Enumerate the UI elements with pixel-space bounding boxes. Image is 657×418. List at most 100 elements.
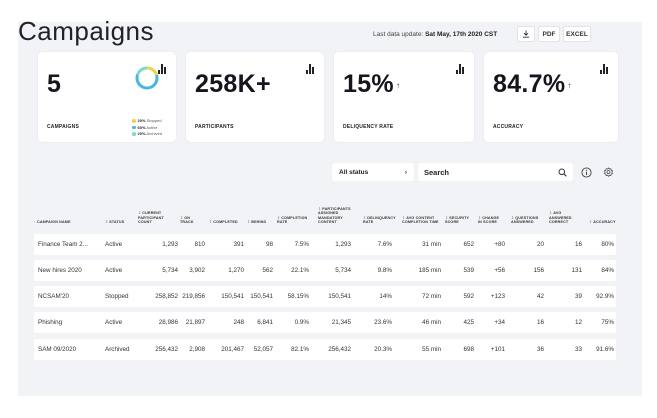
table-row[interactable]: NCSAM'20 Stopped 258,852 219,856 150,541 150,…: [34, 286, 616, 307]
column-header-questions-answered[interactable]: ⇕QUESTIONS ANSWERED: [511, 215, 539, 225]
cell-avg-completion-time: 31 min: [422, 241, 441, 248]
table-row[interactable]: Finance Team 2... Active 1,293 810 391 98 7.5%…: [34, 234, 616, 255]
column-header-on-track[interactable]: ⇕ON TRACK: [180, 215, 194, 225]
bar-chart-icon[interactable]: [158, 64, 168, 74]
column-header-avg-answered-correct[interactable]: ⇕AVG ANSWERED CORRECT: [549, 211, 572, 225]
cell-change-in-score: +56: [494, 267, 505, 274]
legend-item-active: 60% Active: [132, 125, 162, 132]
table-row[interactable]: New hires 2020 Active 5,734 3,902 1,270 562 22…: [34, 260, 616, 281]
cell-campaign-name: New hires 2020: [38, 267, 82, 274]
cell-avg-answered-correct: 131: [571, 267, 582, 274]
column-header-participant-count[interactable]: ⇕CURRENT PARTICIPANT COUNT: [138, 211, 164, 225]
bar-chart-icon[interactable]: [600, 64, 610, 74]
column-header-security-score[interactable]: ⇕SECURITY SCORE: [445, 215, 470, 225]
cell-completed: 201,467: [221, 346, 244, 353]
column-header-accuracy[interactable]: ⇕ACCURACY: [589, 220, 616, 225]
cell-mandatory-content: 256,432: [328, 346, 351, 353]
cell-change-in-score: +101: [490, 346, 505, 353]
table-row[interactable]: SAM 09/2020 Archived 256,432 2,908 201,467 52…: [34, 339, 616, 360]
status-donut-chart: [135, 66, 159, 90]
settings-button[interactable]: [599, 163, 617, 181]
export-pdf-button[interactable]: PDF: [538, 26, 560, 42]
cell-avg-completion-time: 72 min: [422, 293, 441, 300]
cell-completion-rate: 7.5%: [294, 241, 309, 248]
donut-segment-1: [135, 66, 159, 90]
cell-on-track: 21,897: [185, 319, 205, 326]
column-header-behind[interactable]: ⇕BEHIND: [247, 220, 267, 225]
column-header-completion-rate[interactable]: ⇕COMPLETION RATE: [277, 215, 308, 225]
column-header-delinquency-rate[interactable]: ⇕DELINQUENCY RATE: [363, 215, 396, 225]
cell-participant-count: 256,432: [155, 346, 178, 353]
info-icon: [580, 166, 592, 178]
delinquency-card: 15% ↑ DELIQUENCY RATE: [334, 52, 474, 142]
cell-completed: 391: [233, 241, 244, 248]
cell-status: Stopped: [105, 293, 129, 300]
cell-on-track: 3,902: [189, 267, 205, 274]
info-button[interactable]: [577, 163, 595, 181]
legend-dot: [132, 125, 136, 130]
last-data-update: Last data update: Sat May, 17th 2020 CST: [373, 31, 497, 38]
search-input[interactable]: [424, 167, 544, 177]
table-row[interactable]: Phishing Active 28,986 21,897 248 6,841 0.9% 21…: [34, 312, 616, 333]
cell-change-in-score: +34: [494, 319, 505, 326]
trend-up-icon: ↑: [567, 80, 572, 90]
status-filter-value: All status: [339, 168, 369, 176]
cell-participant-count: 1,293: [162, 241, 178, 248]
cell-questions-answered: 42: [536, 293, 544, 300]
column-header-campaign-name[interactable]: ↓CAMPAIGN NAME: [34, 220, 71, 225]
cell-completion-rate: 0.9%: [294, 319, 309, 326]
column-header-mandatory-content[interactable]: ⇕PARTICIPANTS ASSIGNED MANDATORY CONTENT: [318, 206, 351, 225]
accuracy-label: ACCURACY: [493, 124, 524, 130]
column-header-status[interactable]: ⇕STATUS: [105, 220, 125, 225]
last-update-label: Last data update:: [373, 31, 424, 38]
cell-security-score: 698: [463, 346, 474, 353]
page-title: Campaigns: [18, 16, 155, 46]
cell-behind: 98: [265, 241, 273, 248]
cell-accuracy: 80%: [601, 241, 614, 248]
participants-card: 258K+ PARTICIPANTS: [186, 52, 324, 142]
chevron-right-icon: ›: [404, 168, 407, 176]
delinquency-label: DELIQUENCY RATE: [343, 124, 394, 130]
cell-delinquency-rate: 9.8%: [377, 267, 392, 274]
search-icon[interactable]: [558, 168, 567, 177]
column-header-avg-completion-time[interactable]: ⇕AVG CONTENT COMPLETION TIME: [402, 215, 439, 225]
cell-avg-completion-time: 55 min: [422, 346, 441, 353]
download-button[interactable]: [517, 26, 535, 42]
cell-accuracy: 75%: [601, 319, 614, 326]
bar-chart-icon[interactable]: [456, 64, 466, 74]
cell-delinquency-rate: 7.6%: [377, 241, 392, 248]
cell-questions-answered: 20: [536, 241, 544, 248]
cell-avg-answered-correct: 16: [574, 241, 582, 248]
legend-item-stopped: 20% Stopped: [132, 118, 162, 125]
cell-delinquency-rate: 20.3%: [374, 346, 392, 353]
column-header-completed[interactable]: ⇕COMPLETED: [209, 220, 238, 225]
cell-accuracy: 84%: [601, 267, 614, 274]
donut-legend: 20% Stopped 60% Active 20% Archived: [132, 118, 162, 138]
participants-label: PARTICIPANTS: [195, 124, 234, 130]
cell-questions-answered: 36: [536, 346, 544, 353]
cell-behind: 6,841: [257, 319, 273, 326]
cell-campaign-name: Finance Team 2...: [38, 241, 88, 248]
cell-completion-rate: 58.15%: [287, 293, 309, 300]
cell-completion-rate: 22.1%: [291, 267, 309, 274]
campaigns-label: CAMPAIGNS: [47, 124, 79, 130]
accuracy-value: 84.7% ↑: [493, 70, 572, 98]
cell-completed: 248: [233, 319, 244, 326]
column-header-change-in-score[interactable]: ⇕CHANGE IN SCORE: [478, 215, 500, 225]
cell-delinquency-rate: 14%: [379, 293, 392, 300]
cell-participant-count: 258,852: [155, 293, 178, 300]
status-filter-select[interactable]: All status ›: [332, 163, 414, 181]
export-excel-button[interactable]: EXCEL: [563, 26, 591, 42]
bar-chart-icon[interactable]: [306, 64, 316, 74]
gear-icon: [603, 166, 613, 177]
campaigns-count: 5: [47, 70, 62, 98]
participants-count: 258K+: [195, 70, 271, 98]
search-box: [418, 163, 573, 181]
cell-security-score: 652: [463, 241, 474, 248]
accuracy-card: 84.7% ↑ ACCURACY: [484, 52, 618, 142]
cell-questions-answered: 156: [533, 267, 544, 274]
cell-campaign-name: Phishing: [38, 319, 63, 326]
cell-status: Archived: [105, 346, 130, 353]
table-filters: All status ›: [332, 163, 617, 181]
cell-security-score: 539: [463, 267, 474, 274]
